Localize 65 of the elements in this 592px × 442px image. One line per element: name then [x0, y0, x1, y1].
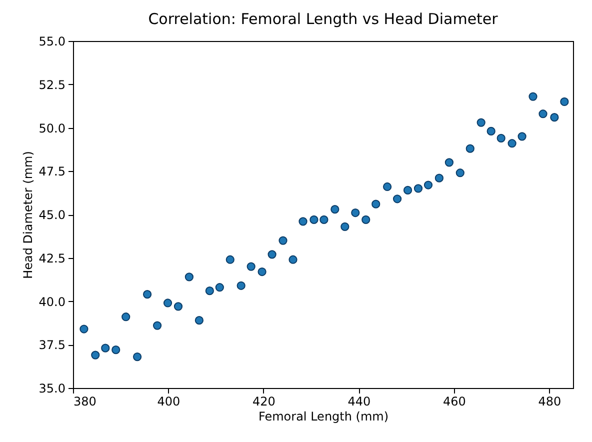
point	[486, 126, 496, 136]
x-tick-label: 460	[443, 394, 466, 408]
point	[226, 255, 234, 264]
point	[538, 110, 548, 118]
point	[444, 158, 454, 167]
point	[215, 283, 224, 292]
point	[560, 97, 569, 106]
point	[424, 180, 433, 190]
point	[456, 168, 464, 178]
point	[258, 267, 266, 276]
point	[476, 118, 486, 127]
y-tick-label: 52.5	[38, 78, 66, 92]
point	[174, 302, 183, 311]
point	[392, 194, 402, 204]
point	[298, 217, 308, 226]
point	[142, 290, 152, 299]
chart-title: Correlation: Femoral Length vs Head Diameter	[148, 10, 499, 28]
point	[550, 113, 559, 122]
y-tick-label: 50.0	[38, 121, 66, 136]
y-tick-label: 42.5	[38, 251, 66, 266]
point	[163, 298, 172, 308]
y-tick-label: 35.0	[38, 382, 66, 396]
point	[236, 281, 246, 290]
x-axis-title: Femoral Length (mm)	[258, 410, 389, 424]
point	[80, 324, 88, 334]
y-tick-label: 45.0	[38, 208, 66, 222]
y-tick-label: 47.5	[38, 164, 66, 179]
point	[268, 250, 276, 259]
point	[382, 182, 392, 192]
point	[278, 236, 288, 245]
x-tick-label: 420	[252, 394, 276, 408]
y-tick-label: 55.0	[38, 34, 66, 48]
point	[246, 262, 256, 271]
point	[372, 200, 380, 208]
point	[434, 174, 444, 182]
x-tick-label: 480	[538, 394, 562, 408]
point	[91, 350, 100, 360]
point	[288, 255, 298, 264]
point	[101, 344, 110, 352]
point	[403, 186, 412, 195]
point	[518, 132, 526, 141]
x-tick-label: 400	[157, 394, 180, 408]
point	[152, 321, 162, 330]
point	[122, 312, 130, 322]
point	[310, 215, 318, 224]
point	[362, 215, 370, 224]
point	[205, 286, 214, 296]
point	[508, 139, 516, 148]
point	[184, 272, 194, 282]
point	[351, 208, 360, 218]
point	[528, 92, 538, 101]
x-tick-label: 440	[348, 394, 371, 408]
point	[112, 346, 120, 354]
point	[414, 184, 423, 193]
y-axis-title: Head Diameter (mm)	[20, 151, 35, 279]
point	[320, 215, 328, 224]
y-tick-label: 40.0	[38, 294, 66, 309]
y-tick-label: 37.5	[38, 338, 66, 352]
point	[466, 144, 474, 153]
point	[194, 316, 204, 325]
point	[340, 222, 350, 231]
point	[330, 204, 340, 214]
x-tick-label: 380	[74, 394, 96, 408]
point	[496, 134, 506, 142]
point	[132, 352, 142, 362]
